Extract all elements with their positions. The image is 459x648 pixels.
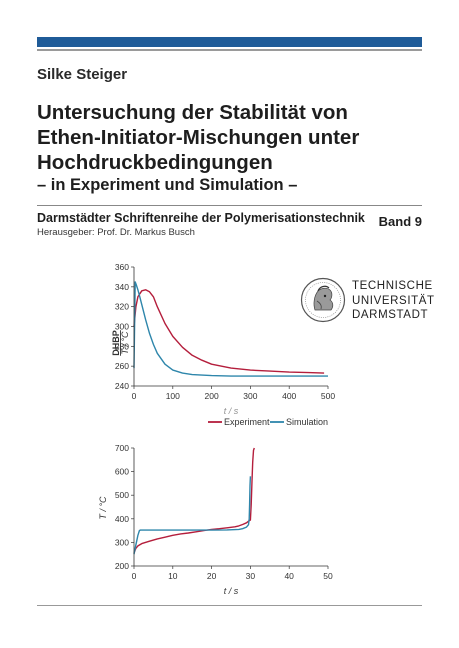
- y-tick-label: 360: [115, 262, 129, 272]
- side-label-dhbp: DHBP: [111, 330, 121, 356]
- y-axis-label: T / °C: [120, 331, 130, 355]
- x-tick-label: 10: [168, 571, 178, 581]
- top-band-rule: [37, 49, 422, 51]
- legend-label-experiment: Experiment: [224, 417, 270, 427]
- x-axis-label: t / s: [224, 406, 239, 416]
- series-editor: Herausgeber: Prof. Dr. Markus Busch: [37, 227, 195, 238]
- x-tick-label: 0: [132, 571, 137, 581]
- series-line-simulation: [133, 281, 328, 377]
- y-tick-label: 280: [115, 341, 129, 351]
- bottom-rule: [37, 605, 422, 606]
- y-tick-label: 300: [115, 322, 129, 332]
- logo-line: UNIVERSITÄT: [352, 294, 435, 307]
- author-name: Silke Steiger: [37, 66, 128, 83]
- y-tick-label: 320: [115, 302, 129, 312]
- legend: Experiment Simulation: [208, 417, 328, 427]
- top-band-bar: [37, 37, 422, 47]
- book-title: Untersuchung der Stabilität von Ethen-In…: [37, 100, 422, 175]
- x-tick-label: 400: [282, 391, 296, 401]
- x-tick-label: 100: [166, 391, 180, 401]
- x-tick-label: 50: [323, 571, 333, 581]
- logo-line: TECHNISCHE: [352, 280, 433, 292]
- title-line: Hochdruckbedingungen: [37, 151, 273, 174]
- y-tick-label: 340: [115, 282, 129, 292]
- y-tick-label: 300: [115, 537, 129, 547]
- x-tick-label: 300: [243, 391, 257, 401]
- x-axis-label: t / s: [224, 586, 239, 596]
- university-logo-text: TECHNISCHE UNIVERSITÄT DARMSTADT: [352, 279, 435, 323]
- y-tick-label: 260: [115, 361, 129, 371]
- x-tick-label: 30: [246, 571, 256, 581]
- y-tick-label: 600: [115, 467, 129, 477]
- y-tick-label: 200: [115, 561, 129, 571]
- y-tick-label: 500: [115, 490, 129, 500]
- logo-line: DARMSTADT: [352, 309, 429, 321]
- x-tick-label: 200: [205, 391, 219, 401]
- title-line: Ethen-Initiator-Mischungen unter: [37, 126, 360, 149]
- book-subtitle: – in Experiment und Simulation –: [37, 176, 298, 194]
- x-tick-label: 20: [207, 571, 217, 581]
- series-name: Darmstädter Schriftenreihe der Polymeris…: [37, 211, 365, 225]
- y-tick-label: 700: [115, 443, 129, 453]
- x-tick-label: 40: [284, 571, 294, 581]
- y-tick-label: 240: [115, 381, 129, 391]
- legend-label-simulation: Simulation: [286, 417, 328, 427]
- title-line: Untersuchung der Stabilität von: [37, 101, 348, 124]
- y-tick-label: 400: [115, 514, 129, 524]
- x-tick-label: 500: [321, 391, 335, 401]
- series-line-experiment: [133, 289, 325, 374]
- series-divider: [37, 205, 422, 206]
- athena-seal-icon: [300, 277, 346, 323]
- x-tick-label: 0: [132, 391, 137, 401]
- series-line-experiment: [133, 447, 255, 554]
- y-axis-label: T / °C: [98, 496, 108, 520]
- band-number: Band 9: [378, 214, 422, 229]
- series-line-simulation: [133, 476, 252, 555]
